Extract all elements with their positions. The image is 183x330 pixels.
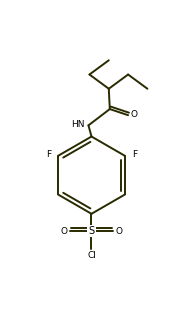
Text: F: F [132,150,137,159]
Text: O: O [61,227,68,236]
Text: S: S [88,226,95,236]
Text: F: F [46,150,51,159]
Text: O: O [115,227,122,236]
Text: O: O [130,110,137,119]
Text: HN: HN [71,120,85,129]
Text: Cl: Cl [87,250,96,260]
